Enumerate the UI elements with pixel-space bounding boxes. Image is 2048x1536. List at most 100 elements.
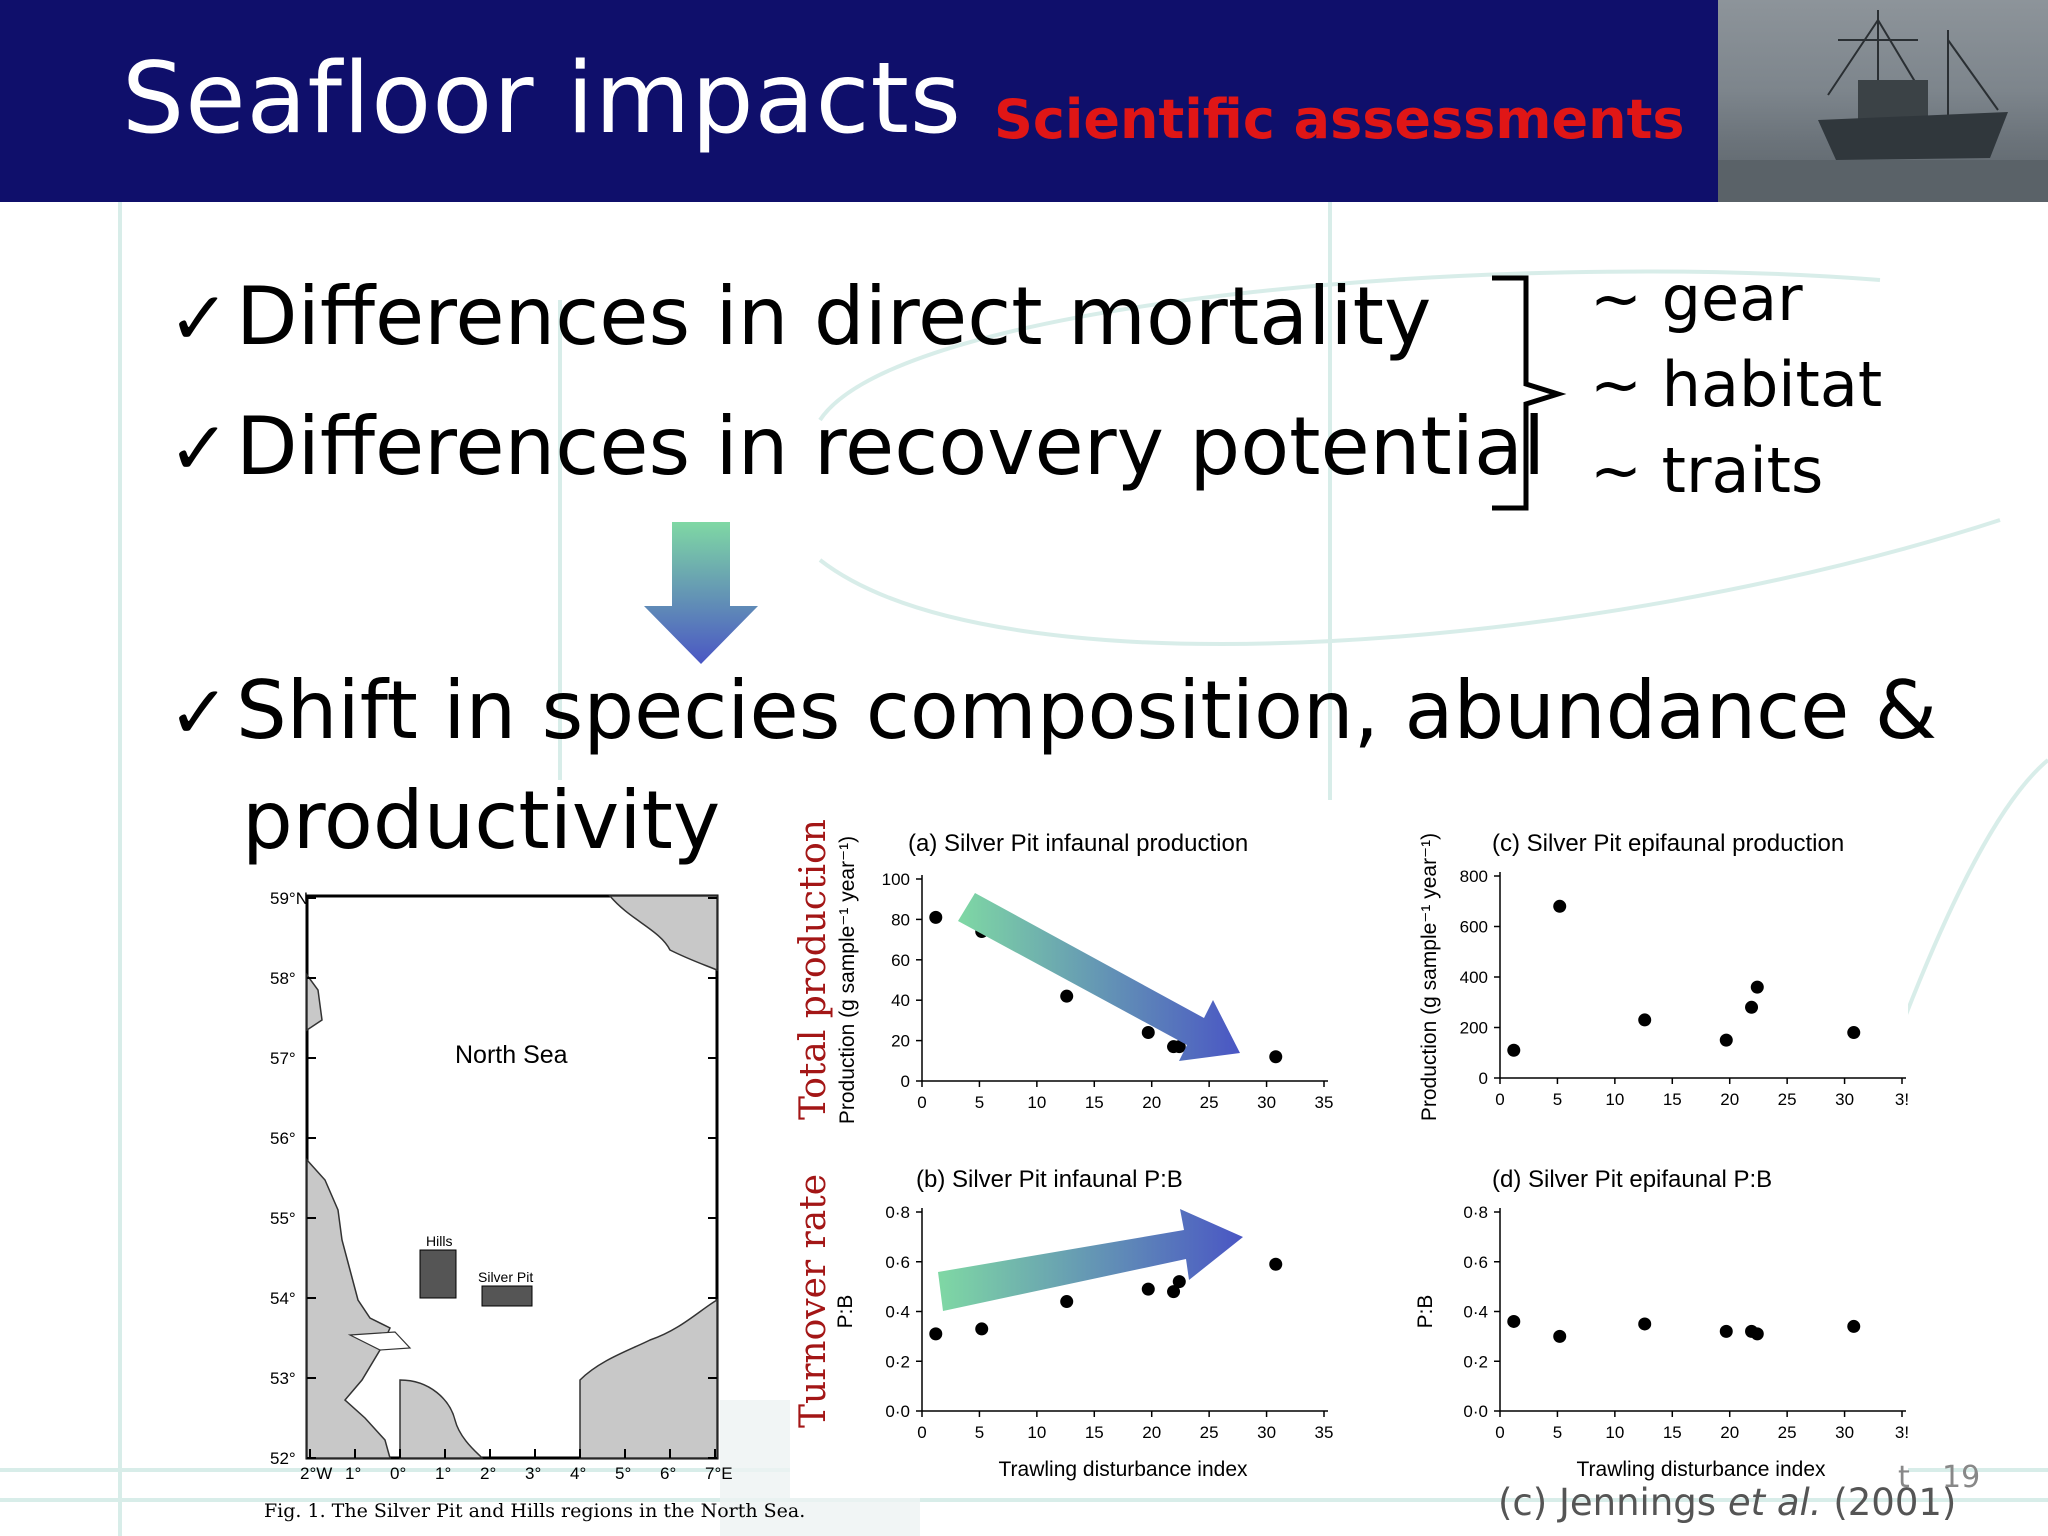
map-latitude-label: 54° [270,1289,296,1308]
panel-c-y-label: Production (g sample⁻¹ year⁻¹) [1418,833,1441,1121]
factor-traits: ~ traits [1590,434,1824,507]
panel-d-data-point [1638,1317,1652,1331]
panel-a-y-tick-label: 80 [891,910,910,929]
panel-b-data-point [1269,1257,1283,1271]
panel-b-y-label: P:B [834,1295,857,1329]
map-longitude-label: 4° [570,1464,586,1483]
panel-a-data-point [1060,989,1074,1003]
panel-c-y-tick-label: 400 [1460,968,1488,987]
panel-b-title: (b) Silver Pit infaunal P:B [916,1166,1183,1193]
panel-b-y-tick-label: 0·8 [885,1203,910,1222]
panel-c-x-tick-label: 10 [1605,1090,1624,1109]
panel-b-x-tick-label: 20 [1142,1423,1161,1442]
panel-b-data-point [975,1322,989,1336]
panel-a-y-tick-label: 100 [882,870,910,889]
panel-b-y-tick-label: 0·2 [885,1352,910,1371]
map-longitude-label: 3° [525,1464,541,1483]
panel-a-data-point [1172,1040,1186,1054]
panel-a-y-tick-label: 40 [891,991,910,1010]
row-label-total-production: Total production [793,819,834,1120]
north-sea-label: North Sea [455,1041,568,1069]
map-latitude-label: 55° [270,1209,296,1228]
panel-b-data-point [929,1327,943,1341]
row-label-turnover-rate: Turnover rate [793,1174,834,1428]
panel-c-title: (c) Silver Pit epifaunal production [1492,830,1844,857]
arrow-down-icon [644,522,758,664]
bullet-text: Differences in recovery potential [236,400,1546,493]
bullet-species-shift: ✓Shift in species composition, abundance… [168,664,1937,757]
panel-d-data-point [1750,1327,1764,1341]
panel-a-x-tick-label: 0 [917,1093,926,1112]
map-longitude-label: 6° [660,1464,676,1483]
panel-c-x-tick-label: 25 [1778,1090,1797,1109]
panel-c-data-point [1745,1000,1759,1014]
right-brace-icon [1492,275,1567,511]
panel-c-y-tick-label: 200 [1460,1019,1488,1038]
checkmark-icon: ✓ [168,276,231,362]
hills-region [419,1249,457,1299]
panel-a-y-tick-label: 20 [891,1032,910,1051]
map-latitude-label: 53° [270,1369,296,1388]
trawler-photo [1718,0,2048,202]
map-caption: Fig. 1. The Silver Pit and Hills regions… [264,1500,806,1522]
map-longitude-label: 1° [345,1464,361,1483]
panel-d-y-tick-label: 0·0 [1463,1402,1488,1421]
panel-a-y-tick-label: 0 [901,1072,910,1091]
panel-b-x-tick-label: 10 [1027,1423,1046,1442]
panel-b-data-point [1141,1282,1155,1296]
decreasing-trend-arrow-icon [958,893,1240,1061]
panel-c-data-point [1847,1026,1861,1040]
panel-d-y-tick-label: 0·4 [1463,1303,1488,1322]
checkmark-icon: ✓ [168,670,231,756]
panel-d-y-label: P:B [1414,1295,1437,1329]
panel-b-x-tick-label: 25 [1200,1423,1219,1442]
panel-d-x-tick-label: 30 [1835,1423,1854,1442]
silver-pit-region [481,1285,533,1307]
panel-a-y-tick-label: 60 [891,951,910,970]
chart-backing [790,818,1908,1498]
map-latitude-label: 59°N [270,889,308,908]
panel-c-x-tick-label: 20 [1720,1090,1739,1109]
factor-habitat: ~ habitat [1590,348,1883,421]
map-longitude-label: 5° [615,1464,631,1483]
panel-c-y-tick-label: 600 [1460,918,1488,937]
panel-c-y-tick-label: 0 [1479,1069,1488,1088]
panel-d-y-tick-label: 0·2 [1463,1352,1488,1371]
north-sea-map: Hills Silver Pit North Sea 59°N 58° 57° 56°… [270,889,733,1483]
panel-d-x-label: Trawling disturbance index [1576,1458,1826,1481]
panel-c-data-point [1507,1043,1521,1057]
panel-d-title: (d) Silver Pit epifaunal P:B [1492,1166,1772,1193]
panel-b-y-tick-label: 0·4 [885,1303,910,1322]
panel-d-x-tick-label: 25 [1778,1423,1797,1442]
panel-b-x-tick-label: 5 [975,1423,984,1442]
panel-c-data-point [1719,1033,1733,1047]
panel-b-data-point [1060,1295,1074,1309]
panel-d-x-tick-label: 3! [1895,1423,1909,1442]
bullet-species-shift-continued: productivity [242,774,721,867]
slide-subtitle: Scientific assessments [994,88,1685,151]
trawler-boat-icon [1718,10,2048,202]
panel-c-x-tick-label: 15 [1663,1090,1682,1109]
panel-a-y-label: Production (g sample⁻¹ year⁻¹) [836,836,859,1124]
panel-d-x-tick-label: 0 [1495,1423,1504,1442]
panel-a-data-point [1141,1026,1155,1040]
map-latitude-label: 52° [270,1449,296,1468]
panel-a-data-point [929,910,943,924]
panel-b-x-tick-label: 0 [917,1423,926,1442]
panel-c-data-point [1553,899,1567,913]
panel-a-data-point [1269,1050,1283,1064]
panel-a-x-tick-label: 15 [1085,1093,1104,1112]
panel-a-x-tick-label: 35 [1315,1093,1334,1112]
bullet-direct-mortality: ✓Differences in direct mortality [168,270,1431,363]
panel-c-y-tick-label: 800 [1460,867,1488,886]
panel-d-data-point [1553,1329,1567,1343]
panel-a-title: (a) Silver Pit infaunal production [908,830,1248,857]
bullet-text: Shift in species composition, abundance … [236,664,1938,757]
panel-c-data-point [1750,980,1764,994]
panel-b-data-point [1172,1275,1186,1289]
panel-c-x-tick-label: 5 [1553,1090,1562,1109]
map-longitude-label: 2°W [300,1464,332,1483]
hills-label: Hills [426,1233,452,1249]
panel-d-x-tick-label: 5 [1553,1423,1562,1442]
